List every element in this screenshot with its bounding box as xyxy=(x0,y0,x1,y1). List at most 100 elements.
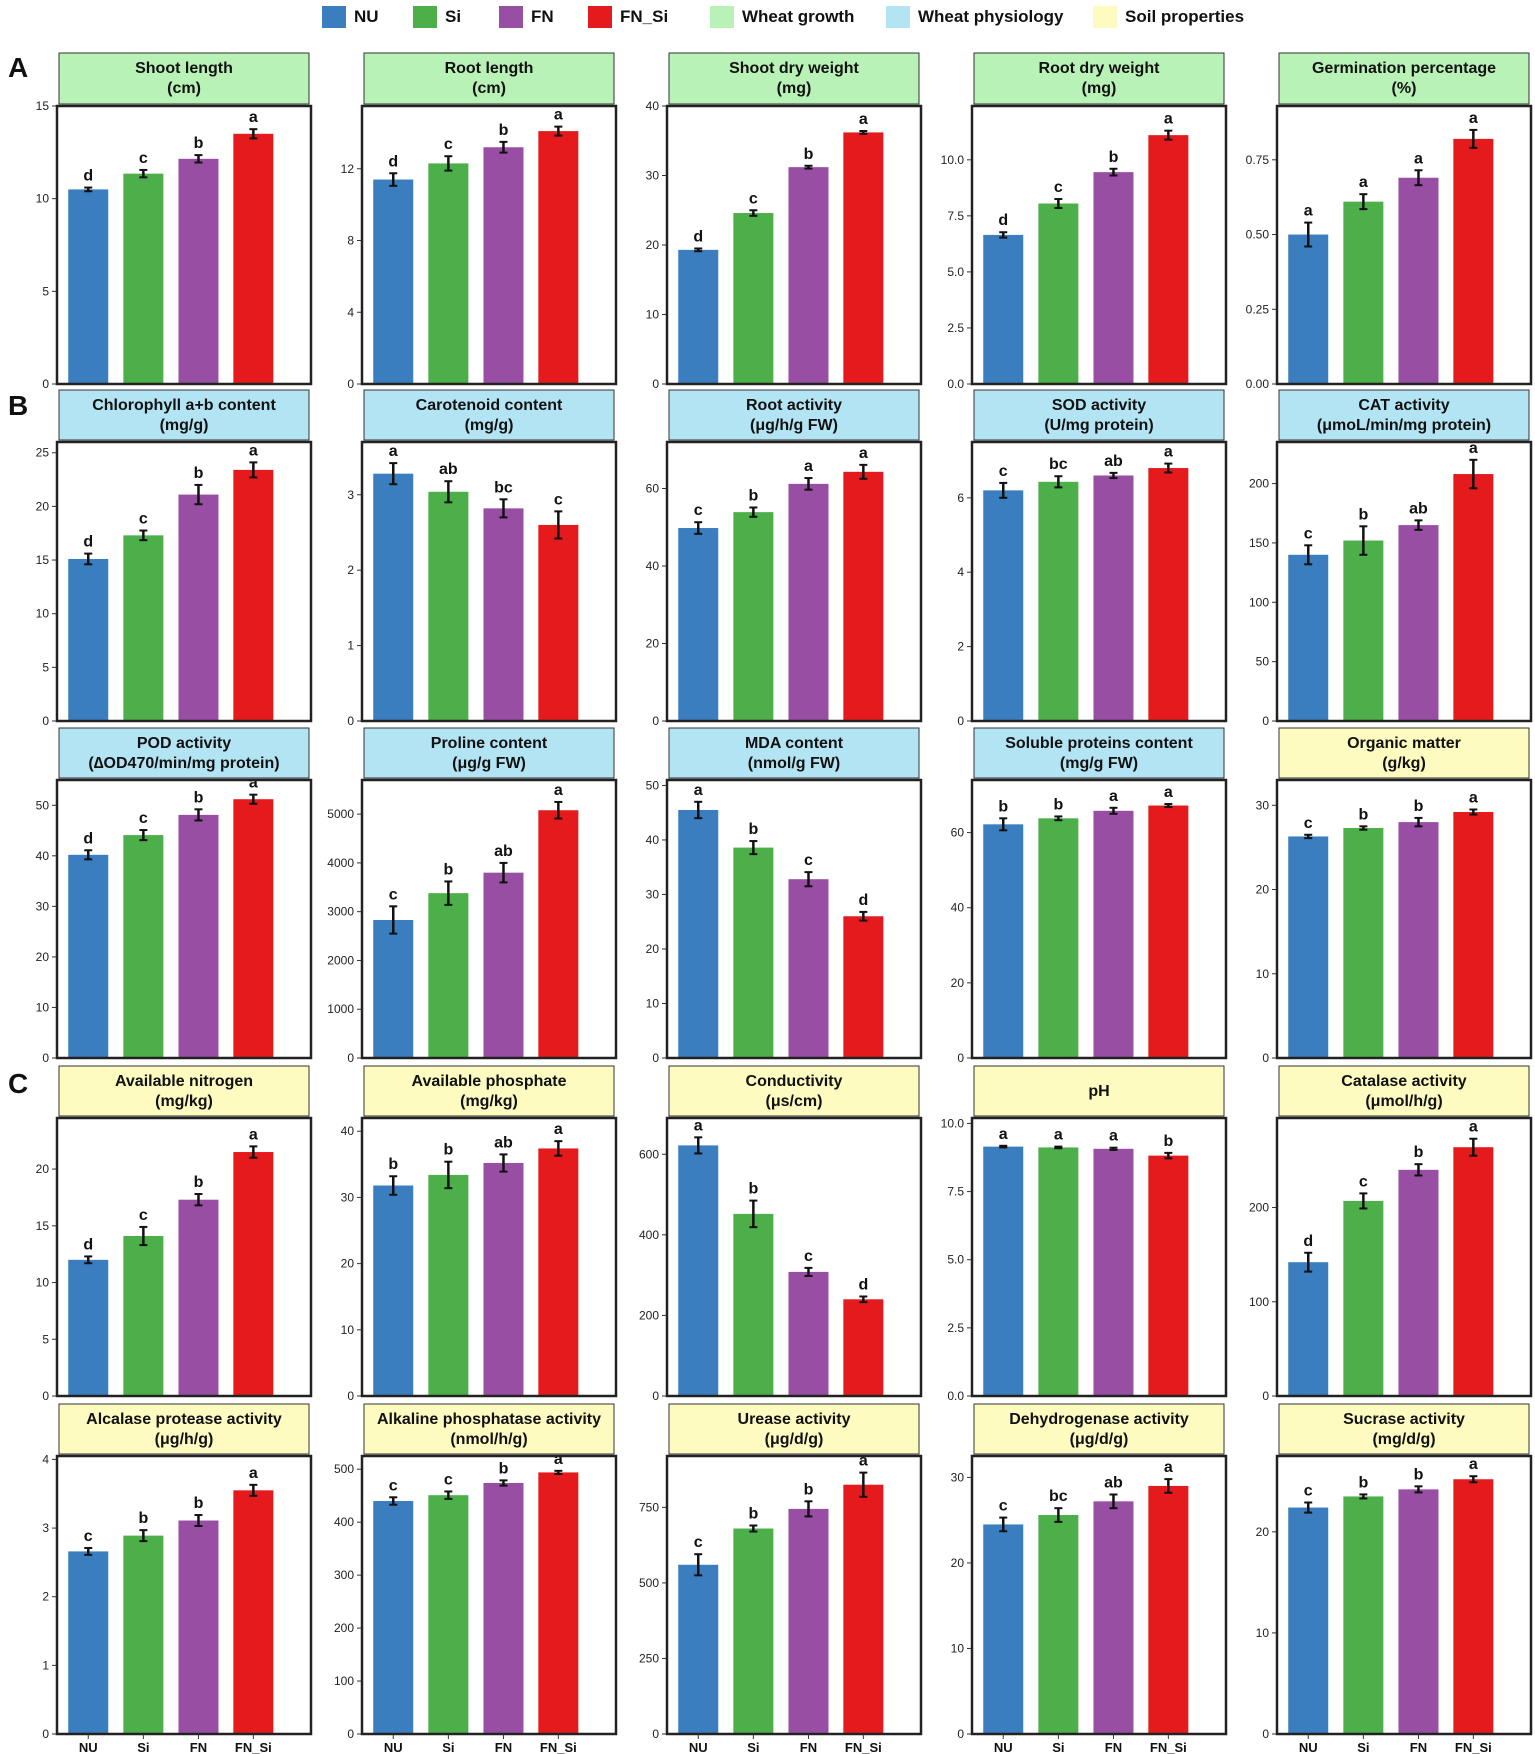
significance-letter: a xyxy=(249,1126,258,1143)
significance-letter: c xyxy=(694,502,703,519)
y-tick-label: 5.0 xyxy=(947,1253,964,1267)
y-tick-label: 0.75 xyxy=(1246,153,1270,167)
plot-frame xyxy=(970,1116,1228,1398)
y-tick-label: 5 xyxy=(42,660,49,674)
legend-item-wheat-growth: Wheat growth xyxy=(710,6,854,28)
significance-letter: b xyxy=(1414,1466,1424,1483)
chart-panel-4: Germination percentage (%) 0.00 0.25 0.50 0.7… xyxy=(1246,52,1533,391)
significance-letter: a xyxy=(249,775,258,792)
legend-label-wheat-physiology: Wheat physiology xyxy=(918,7,1064,26)
y-tick-label: 60 xyxy=(646,482,660,496)
bar-fn-si xyxy=(1453,1479,1494,1734)
bar-nu xyxy=(678,249,719,384)
bar-fn-si xyxy=(843,916,884,1058)
plot-frame xyxy=(360,104,618,386)
y-tick-label: 10 xyxy=(36,1000,50,1014)
bar-fn-si xyxy=(1453,474,1494,721)
bar-fn xyxy=(788,1271,829,1396)
y-tick-label: 5.0 xyxy=(947,265,964,279)
chart-title: pH xyxy=(1088,1083,1109,1100)
chart-title: Available nitrogen xyxy=(115,1073,253,1090)
bar-si xyxy=(428,893,469,1058)
plot-frame xyxy=(970,440,1228,723)
significance-letter: bc xyxy=(1049,456,1068,473)
chart-panel-22: Urease activity (μg/d/g) 0 250 500 750 c b b a NU S… xyxy=(639,1403,923,1754)
y-tick-label: 40 xyxy=(646,559,660,573)
chart-panel-3: Root dry weight (mg) 0.0 2.5 5.0 7.5 10.0 d c b a xyxy=(941,52,1228,391)
chart-unit: (%) xyxy=(1392,80,1417,97)
x-tick-label: NU xyxy=(1299,1740,1318,1754)
significance-letter: a xyxy=(1109,788,1118,805)
significance-letter: b xyxy=(499,1460,509,1477)
y-tick-label: 500 xyxy=(334,1462,354,1476)
row-letter-a: A xyxy=(8,52,29,83)
significance-letter: a xyxy=(694,782,703,799)
significance-letter: c xyxy=(554,491,563,508)
significance-letter: ab xyxy=(494,843,513,860)
chart-title: Dehydrogenase activity xyxy=(1009,1411,1189,1428)
chart-title: Root activity xyxy=(746,397,842,414)
significance-letter: a xyxy=(1414,150,1423,167)
legend-label-fn-si: FN_Si xyxy=(620,7,669,26)
legend-item-fn-si: FN_Si xyxy=(588,6,668,28)
y-tick-label: 600 xyxy=(639,1147,659,1161)
plot-frame xyxy=(1275,104,1533,386)
bar-nu xyxy=(373,179,414,384)
significance-letter: b xyxy=(1358,506,1368,523)
bar-nu xyxy=(678,809,719,1058)
bar-si xyxy=(1343,540,1384,721)
significance-letter: b xyxy=(1163,1133,1173,1150)
significance-letter: a xyxy=(859,111,868,128)
chart-unit: (mg/kg) xyxy=(460,1093,518,1110)
significance-letter: a xyxy=(1469,110,1478,127)
x-tick-label: FN xyxy=(1410,1740,1427,1754)
significance-letter: a xyxy=(1469,789,1478,806)
chart-title: Organic matter xyxy=(1347,735,1461,752)
significance-letter: d xyxy=(83,1236,93,1253)
chart-unit: (∆OD470/min/mg protein) xyxy=(88,755,279,772)
bar-nu xyxy=(983,1146,1024,1396)
significance-letter: a xyxy=(249,442,258,459)
y-tick-label: 10.0 xyxy=(941,153,965,167)
plot-frame xyxy=(360,1116,618,1398)
y-tick-label: 0 xyxy=(42,1389,49,1403)
y-tick-label: 10 xyxy=(36,607,50,621)
y-tick-label: 500 xyxy=(639,1576,659,1590)
chart-panel-5: Chlorophyll a+b content (mg/g) 0 5 10 15 20 25 d… xyxy=(36,389,313,728)
x-tick-label: FN_Si xyxy=(540,1740,577,1754)
y-tick-label: 0 xyxy=(42,377,49,391)
chart-panel-21: Alkaline phosphatase activity (nmol/h/g) 0… xyxy=(334,1403,618,1754)
row-letter-b: B xyxy=(8,390,29,421)
significance-letter: d xyxy=(83,534,93,551)
chart-panel-18: pH 0.0 2.5 5.0 7.5 10.0 a a a b xyxy=(941,1065,1228,1403)
chart-panel-9: CAT activity (μmoL/min/mg protein) 0 50 100 1… xyxy=(1249,389,1533,728)
y-tick-label: 60 xyxy=(951,826,965,840)
significance-letter: a xyxy=(1469,440,1478,457)
bar-si xyxy=(733,213,774,384)
significance-letter: a xyxy=(554,1121,563,1138)
chart-unit: (μg/h/g FW) xyxy=(750,417,838,434)
x-tick-label: NU xyxy=(384,1740,403,1754)
bar-nu xyxy=(68,854,109,1058)
chart-title: Carotenoid content xyxy=(416,397,563,414)
x-tick-label: Si xyxy=(1052,1740,1064,1754)
significance-letter: c xyxy=(999,463,1008,480)
bar-nu xyxy=(1288,234,1329,384)
chart-title: Sucrase activity xyxy=(1343,1411,1465,1428)
plot-frame xyxy=(55,104,313,386)
significance-letter: bc xyxy=(1049,1488,1068,1505)
y-tick-label: 3 xyxy=(347,488,354,502)
y-tick-label: 200 xyxy=(639,1308,659,1322)
y-tick-label: 0 xyxy=(957,1051,964,1065)
bar-fn xyxy=(1093,1148,1134,1396)
bar-si xyxy=(428,491,469,721)
legend: NU Si FN FN_Si Wheat growth Wheat physio… xyxy=(0,0,1535,34)
y-tick-label: 0 xyxy=(652,1051,659,1065)
legend-swatch-fn-si xyxy=(588,6,612,28)
bar-si xyxy=(733,847,774,1058)
y-tick-label: 400 xyxy=(334,1515,354,1529)
significance-letter: ab xyxy=(1409,500,1428,517)
y-tick-label: 250 xyxy=(639,1651,659,1665)
bar-fn-si xyxy=(538,131,579,384)
significance-letter: a xyxy=(859,1453,868,1470)
